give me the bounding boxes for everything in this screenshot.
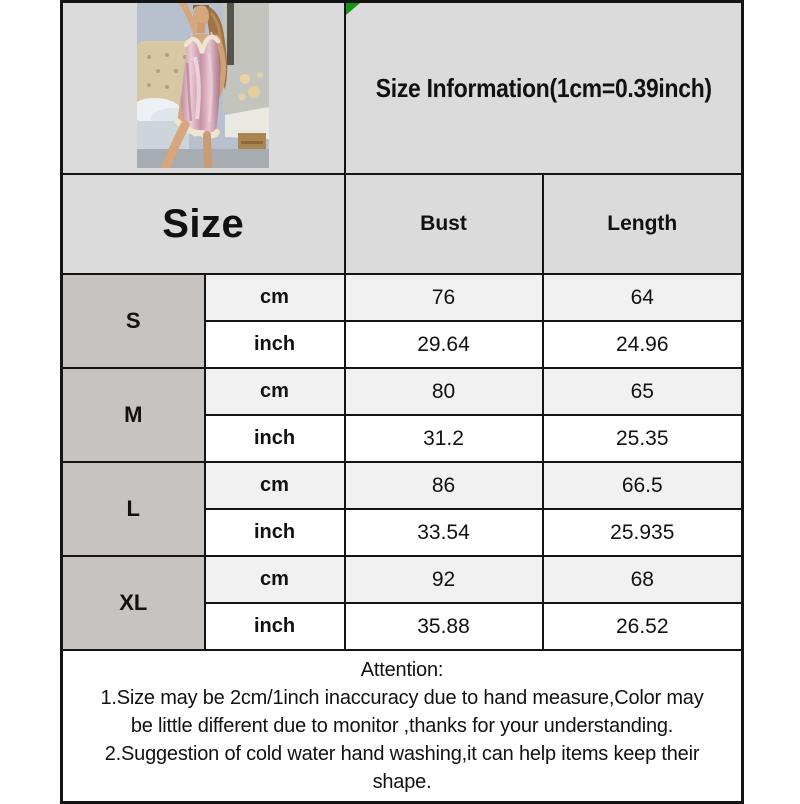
attention-row: Attention: 1.Size may be 2cm/1inch inacc… <box>60 649 744 804</box>
size-column-header: Size <box>60 173 346 275</box>
photo-bokeh-light <box>240 74 251 84</box>
size-cell-l: L <box>60 461 206 557</box>
length-value: 66.5 <box>541 461 744 510</box>
bust-value: 35.88 <box>343 602 544 651</box>
unit-label: inch <box>203 602 346 651</box>
length-value: 68 <box>541 555 744 604</box>
length-value: 25.935 <box>541 508 744 557</box>
photo-model-head <box>193 5 210 27</box>
unit-label: cm <box>203 367 346 416</box>
bust-value: 92 <box>343 555 544 604</box>
unit-label: inch <box>203 320 346 369</box>
size-cell-m: M <box>60 367 206 463</box>
bust-value: 31.2 <box>343 414 544 463</box>
length-column-header: Length <box>541 173 744 275</box>
table-row: inch 35.88 26.52 <box>62 602 744 651</box>
size-info-sheet: Size Information(1cm=0.39inch) Size Bust… <box>60 0 745 804</box>
table-row: XL cm 92 68 <box>60 555 744 651</box>
size-cell-xl: XL <box>60 555 206 651</box>
attention-line: 2.Suggestion of cold water hand washing,… <box>104 743 700 765</box>
bust-value: 29.64 <box>343 320 544 369</box>
page-title: Size Information(1cm=0.39inch) <box>375 72 712 103</box>
bust-value: 76 <box>343 273 544 322</box>
bust-value: 86 <box>343 461 544 510</box>
table-row: L cm 86 66.5 <box>60 461 744 557</box>
unit-label: cm <box>203 461 346 510</box>
column-header-row: Size Bust Length <box>60 173 744 275</box>
photo-lamp-pole <box>227 3 235 65</box>
bust-column-header: Bust <box>343 173 544 275</box>
product-photo <box>129 3 270 172</box>
photo-floor <box>137 149 270 168</box>
photo-model-back-leg <box>203 131 213 172</box>
table-row: inch 33.54 25.935 <box>62 508 744 557</box>
green-corner-flag-icon <box>346 3 360 15</box>
bust-value: 33.54 <box>343 508 544 557</box>
size-cell-s: S <box>60 273 206 369</box>
unit-label: cm <box>203 555 346 604</box>
photo-neckline-lace <box>184 34 221 54</box>
attention-note: Attention: 1.Size may be 2cm/1inch inacc… <box>60 649 744 804</box>
table-row: inch 29.64 24.96 <box>62 320 744 369</box>
attention-heading: Attention: <box>360 659 444 681</box>
length-value: 25.35 <box>541 414 744 463</box>
size-info-title-cell: Size Information(1cm=0.39inch) <box>343 0 744 175</box>
photo-headboard <box>137 41 196 105</box>
photo-model-front-leg <box>161 120 190 172</box>
unit-label: inch <box>203 414 346 463</box>
table-row: M cm 80 65 <box>60 367 744 463</box>
length-value: 65 <box>541 367 744 416</box>
product-photo-cell <box>60 0 346 175</box>
size-table: Size Information(1cm=0.39inch) Size Bust… <box>60 0 745 804</box>
attention-line: 1.Size may be 2cm/1inch inaccuracy due t… <box>100 687 704 709</box>
unit-label: inch <box>203 508 346 557</box>
photo-model-raised-arm <box>177 3 199 35</box>
table-row: S cm 76 64 <box>60 273 744 369</box>
attention-line: be little different due to monitor ,than… <box>130 715 674 737</box>
length-value: 64 <box>541 273 744 322</box>
length-value: 24.96 <box>541 320 744 369</box>
unit-label: cm <box>203 273 346 322</box>
length-value: 26.52 <box>541 602 744 651</box>
table-row: inch 31.2 25.35 <box>62 414 744 463</box>
bust-value: 80 <box>343 367 544 416</box>
header-row: Size Information(1cm=0.39inch) <box>60 0 744 175</box>
attention-line: shape. <box>372 771 432 793</box>
